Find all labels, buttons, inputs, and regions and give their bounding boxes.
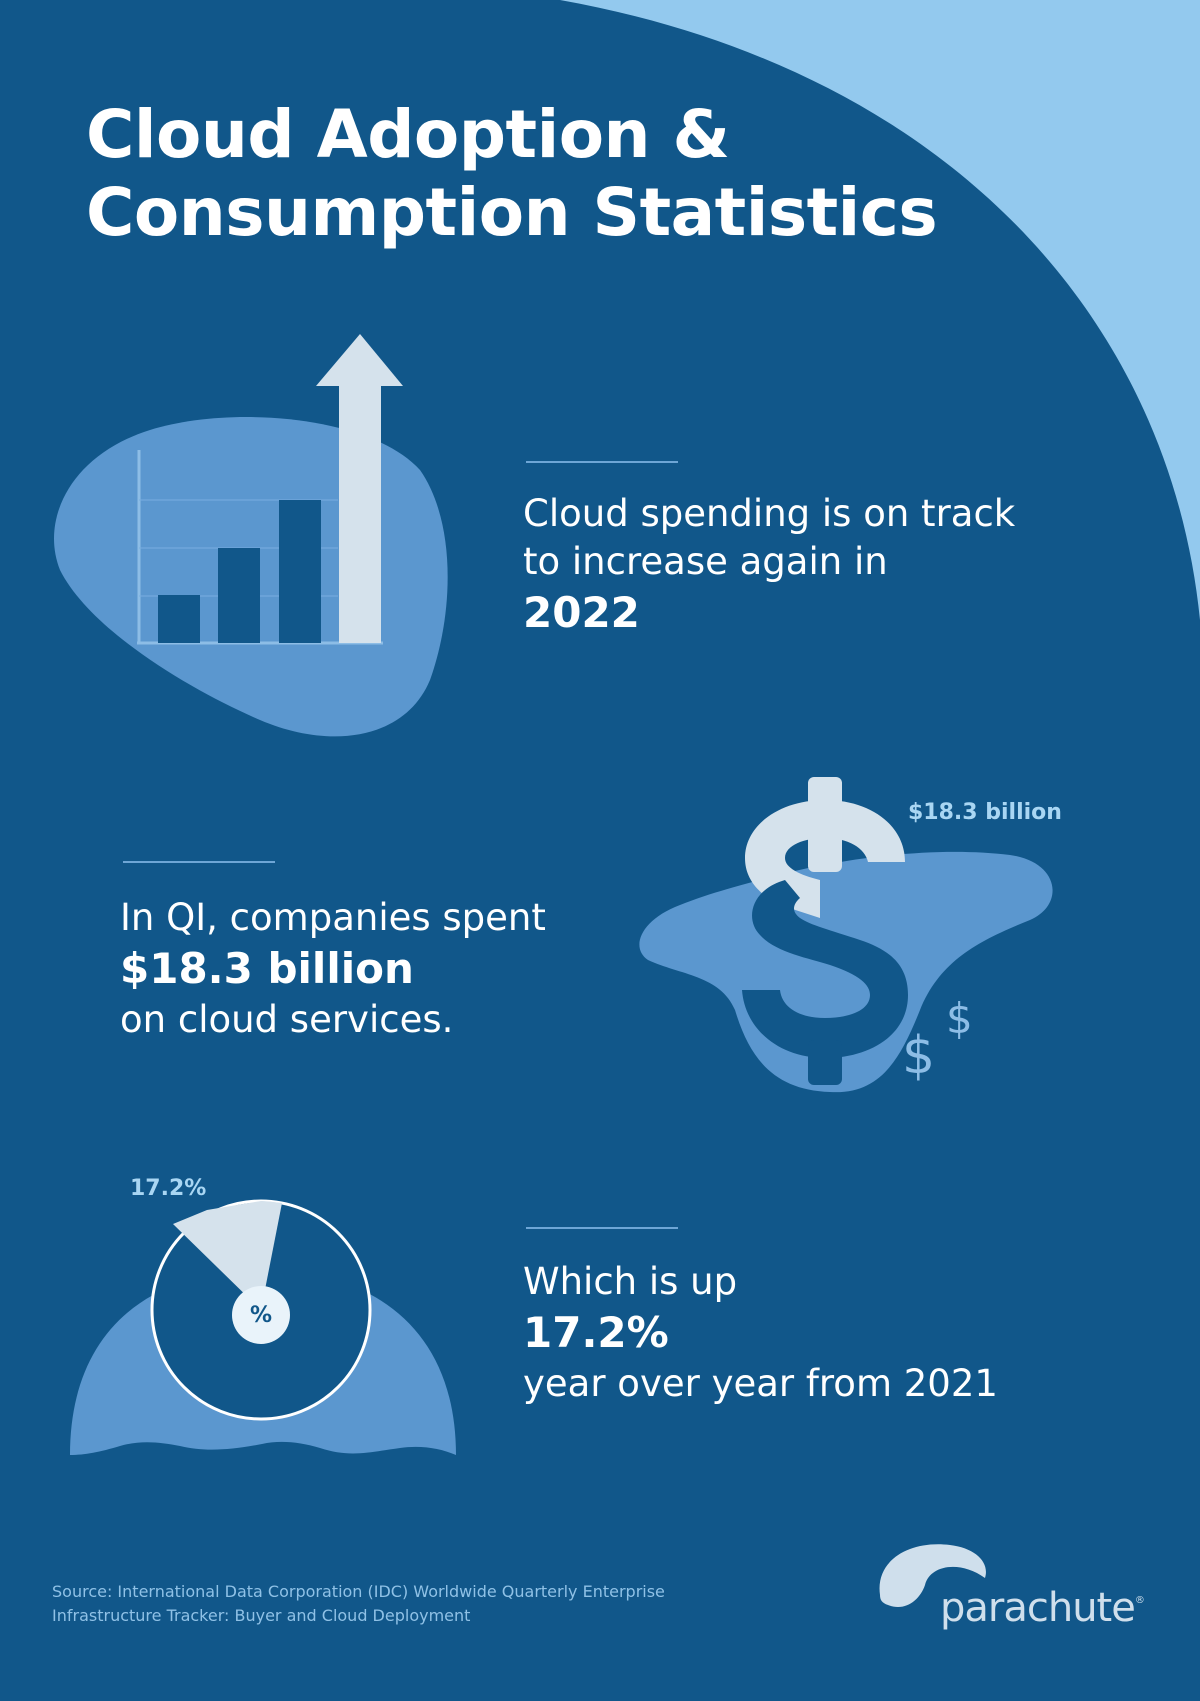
pie-graphic-label: 17.2%	[130, 1176, 207, 1201]
stat2-line-3: on cloud services.	[120, 998, 454, 1041]
stat2-text: In QI, companies spent $18.3 billion on …	[120, 894, 546, 1044]
corner-arc-shape	[560, 0, 1200, 620]
dollar-bottom-curve	[742, 880, 908, 1058]
parachute-logo-mark	[879, 1544, 986, 1608]
source-note: Source: International Data Corporation (…	[52, 1580, 665, 1628]
parachute-logo[interactable]: parachute®	[940, 1585, 1145, 1631]
stat3-line-3: year over year from 2021	[523, 1362, 998, 1405]
stat1-text: Cloud spending is on track to increase a…	[523, 490, 1015, 640]
stat3-divider	[526, 1227, 678, 1229]
stat1-line-2: to increase again in	[523, 540, 888, 583]
stat2-highlight: $18.3 billion	[120, 944, 414, 993]
dollar-graphic-label: $18.3 billion	[908, 800, 1062, 825]
arrow-head	[316, 334, 403, 386]
growth-chart-graphic	[54, 334, 448, 737]
page-title: Cloud Adoption & Consumption Statistics	[86, 96, 938, 252]
logo-name: parachute	[940, 1585, 1136, 1631]
stat2-divider	[123, 861, 275, 863]
chart-bar-2	[218, 548, 260, 643]
dollar-blob	[639, 851, 1053, 1093]
arrow-shaft	[339, 384, 381, 643]
title-line-2: Consumption Statistics	[86, 174, 938, 251]
stat1-highlight: 2022	[523, 588, 640, 637]
small-dollar-icon: $	[902, 1026, 936, 1086]
stat1-line-1: Cloud spending is on track	[523, 492, 1016, 535]
logo-registered-mark: ®	[1134, 1595, 1145, 1606]
stat2-line-1: In QI, companies spent	[120, 896, 546, 939]
stat1-divider	[526, 461, 678, 463]
chart-bar-3	[279, 500, 321, 643]
chart-bar-1	[158, 595, 200, 643]
dollar-bottom-stem	[808, 1040, 842, 1085]
small-dollar-icon: $	[946, 994, 973, 1043]
stat3-text: Which is up 17.2% year over year from 20…	[523, 1258, 998, 1408]
stat3-line-1: Which is up	[523, 1260, 738, 1303]
percent-icon: %	[232, 1286, 290, 1344]
source-line-1: Source: International Data Corporation (…	[52, 1582, 665, 1601]
pie-slice-wedge	[173, 1201, 282, 1310]
stat3-highlight: 17.2%	[523, 1308, 669, 1357]
source-line-2: Infrastructure Tracker: Buyer and Cloud …	[52, 1606, 471, 1625]
title-line-1: Cloud Adoption &	[86, 96, 730, 173]
dollar-graphic	[639, 777, 1053, 1093]
percent-graphic	[70, 1199, 456, 1455]
